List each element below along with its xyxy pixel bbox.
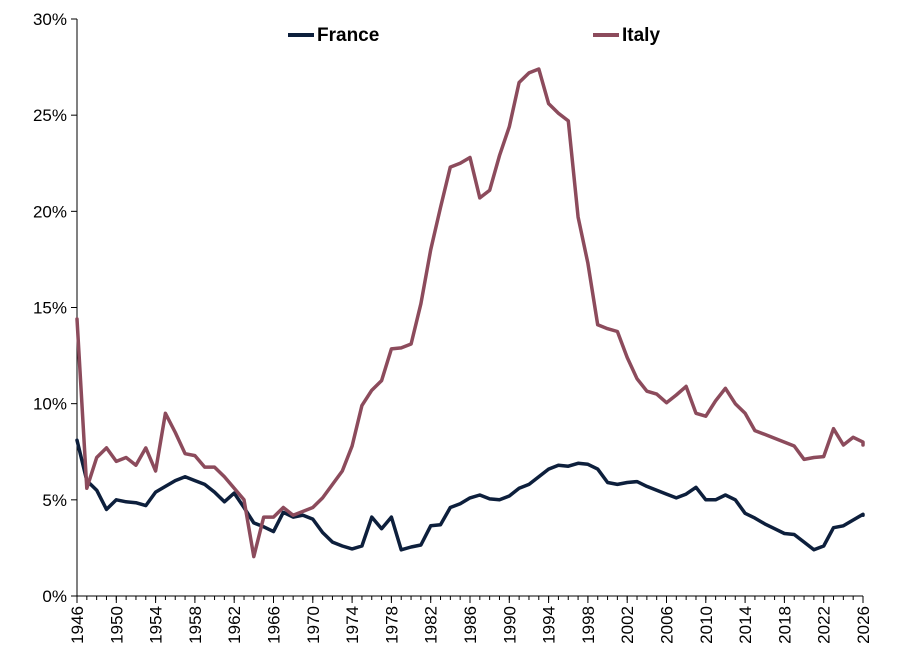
y-tick-label: 20% (33, 202, 67, 221)
y-tick-label: 10% (33, 395, 67, 414)
x-tick-label: 1990 (500, 606, 519, 644)
x-tick-label: 1974 (343, 606, 362, 644)
x-tick-label: 1994 (540, 606, 559, 644)
x-tick-label: 2006 (658, 606, 677, 644)
x-tick-label: 1950 (107, 606, 126, 644)
legend-item-italy: Italy (593, 25, 660, 46)
x-tick-label: 1958 (186, 606, 205, 644)
x-tick-label: 1954 (147, 606, 166, 644)
x-tick-label: 1946 (68, 606, 87, 644)
series-line-italy (75, 67, 865, 559)
x-tick-label: 1966 (265, 606, 284, 644)
legend: France Italy (288, 25, 660, 46)
x-axis: 1946 1950 1954 1958 1962 1966 1970 1974 1978 1982… (68, 595, 873, 644)
x-tick-label: 2026 (854, 606, 873, 644)
y-tick-label: 30% (33, 10, 67, 29)
y-tick-label: 0% (42, 587, 67, 606)
series-layer (75, 67, 865, 559)
x-tick-label: 1998 (579, 606, 598, 644)
x-tick-label: 2002 (618, 606, 637, 644)
legend-item-france: France (288, 25, 379, 46)
y-tick-label: 5% (42, 491, 67, 510)
y-axis: 0% 5% 10% 15% 20% 25% 30% (33, 10, 78, 606)
x-tick-label: 2018 (775, 606, 794, 644)
legend-label-italy: Italy (622, 25, 660, 46)
x-tick-label: 1970 (304, 606, 323, 644)
y-tick-label: 15% (33, 299, 67, 318)
x-tick-label: 1978 (382, 606, 401, 644)
x-tick-label: 2014 (736, 606, 755, 644)
legend-label-france: France (317, 25, 379, 46)
x-tick-label: 1986 (461, 606, 480, 644)
y-tick-label: 25% (33, 106, 67, 125)
x-tick-label: 2022 (815, 606, 834, 644)
x-tick-label: 2010 (697, 606, 716, 644)
x-tick-label: 1962 (225, 606, 244, 644)
x-tick-label: 1982 (422, 606, 441, 644)
series-line-france (75, 438, 865, 552)
